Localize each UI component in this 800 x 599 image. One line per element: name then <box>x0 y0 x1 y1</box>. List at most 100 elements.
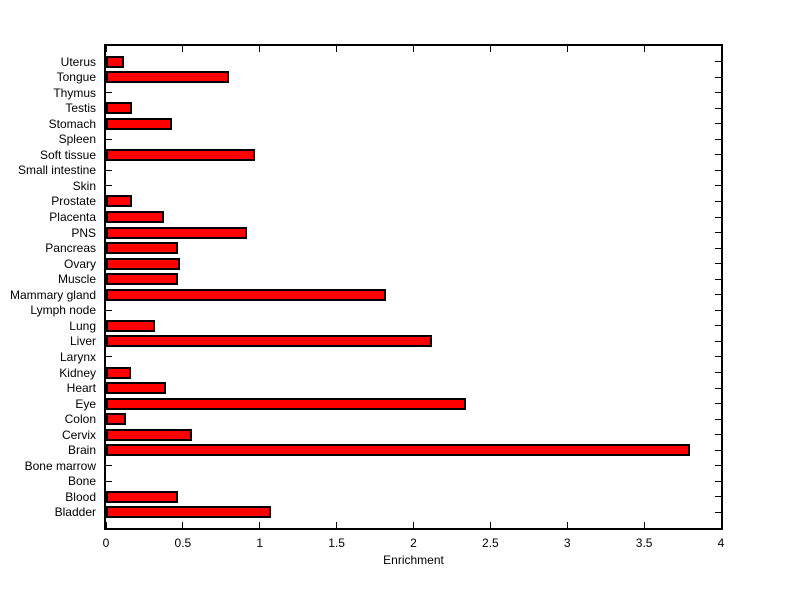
y-tick-label: Spleen <box>58 132 96 147</box>
y-tick-mark <box>715 200 721 202</box>
y-tick-mark <box>715 154 721 156</box>
y-tick-mark <box>715 511 721 513</box>
x-tick-label: 1.5 <box>328 536 345 550</box>
x-tick-mark <box>566 522 568 528</box>
y-tick-mark <box>715 232 721 234</box>
y-tick-label: Colon <box>64 412 96 427</box>
x-tick-mark <box>489 46 491 52</box>
y-tick-mark <box>715 434 721 436</box>
bar <box>106 273 179 286</box>
y-tick-mark <box>715 123 721 125</box>
bar <box>106 242 179 255</box>
x-tick-mark <box>720 522 722 528</box>
bar <box>106 211 165 224</box>
y-tick-mark <box>106 465 112 467</box>
y-tick-mark <box>715 309 721 311</box>
x-tick-label: 0 <box>102 536 110 550</box>
bar <box>106 366 131 379</box>
bar <box>106 55 125 68</box>
plot-area <box>104 44 723 530</box>
y-tick-label: Pancreas <box>45 241 96 256</box>
x-tick-mark <box>182 522 184 528</box>
y-tick-mark <box>715 185 721 187</box>
y-tick-label: Bladder <box>54 505 96 520</box>
bar <box>106 397 466 410</box>
x-tick-mark <box>105 46 107 52</box>
y-tick-label: Larynx <box>59 349 96 364</box>
x-tick-mark <box>413 522 414 528</box>
y-tick-mark <box>106 138 112 140</box>
y-tick-label: Lung <box>69 318 96 333</box>
y-tick-label: Ovary <box>63 256 96 271</box>
x-tick-mark <box>259 46 261 52</box>
y-tick-label: Kidney <box>59 365 96 380</box>
y-tick-mark <box>106 309 112 311</box>
y-tick-label: Bone <box>67 474 96 489</box>
bar <box>106 444 691 457</box>
x-tick-mark <box>566 46 568 52</box>
y-tick-mark <box>715 169 721 171</box>
x-tick-label: 0.5 <box>174 536 192 550</box>
y-tick-mark <box>715 403 721 405</box>
y-tick-label: Heart <box>66 381 96 396</box>
y-tick-label: Thymus <box>53 85 96 100</box>
y-tick-mark <box>715 247 721 249</box>
y-tick-mark <box>715 356 721 358</box>
bar <box>106 319 156 332</box>
x-tick-mark <box>182 46 184 52</box>
y-tick-mark <box>715 340 721 342</box>
x-tick-mark <box>643 522 645 528</box>
y-tick-mark <box>715 449 721 451</box>
bar <box>106 226 248 239</box>
y-tick-label: Muscle <box>57 272 96 287</box>
x-tick-label: 2.5 <box>482 536 499 550</box>
y-tick-label: PNS <box>71 225 96 240</box>
y-tick-mark <box>106 356 112 358</box>
bar <box>106 335 432 348</box>
bar <box>106 148 256 161</box>
y-tick-label: Brain <box>67 443 96 458</box>
bar <box>106 506 271 519</box>
y-tick-label: Testis <box>65 101 96 116</box>
bar <box>106 257 180 270</box>
y-tick-label: Stomach <box>48 116 96 131</box>
y-tick-mark <box>715 387 721 389</box>
y-tick-label: Tongue <box>56 70 96 85</box>
x-tick-mark <box>336 46 338 52</box>
y-tick-label: Eye <box>75 396 96 411</box>
bar <box>106 117 173 130</box>
x-tick-mark <box>413 46 414 52</box>
x-tick-label: 1 <box>256 536 264 550</box>
x-tick-label: 2 <box>410 536 417 550</box>
y-tick-label: Liver <box>69 334 96 349</box>
y-tick-label: Soft tissue <box>39 147 96 162</box>
x-axis-title: Enrichment <box>383 553 444 567</box>
bar <box>106 490 179 503</box>
y-tick-mark <box>715 325 721 327</box>
y-tick-label: Blood <box>65 489 96 504</box>
y-tick-label: Uterus <box>60 54 96 69</box>
bar <box>106 195 133 208</box>
y-tick-mark <box>106 169 112 171</box>
y-tick-mark <box>715 418 721 420</box>
y-tick-mark <box>715 138 721 140</box>
bar <box>106 413 126 426</box>
y-tick-label: Mammary gland <box>9 287 96 302</box>
x-tick-mark <box>105 522 107 528</box>
y-tick-mark <box>715 465 721 467</box>
x-tick-label: 3.5 <box>635 536 653 550</box>
y-tick-mark <box>106 92 112 94</box>
x-tick-label: 4 <box>717 536 725 550</box>
y-tick-mark <box>715 61 721 63</box>
y-tick-label: Bone marrow <box>24 458 96 473</box>
y-tick-mark <box>715 294 721 296</box>
y-tick-mark <box>106 480 112 482</box>
bar <box>106 288 386 301</box>
y-tick-mark <box>106 185 112 187</box>
y-tick-label: Placenta <box>49 210 96 225</box>
bar <box>106 428 193 441</box>
x-tick-mark <box>643 46 645 52</box>
y-tick-mark <box>715 263 721 265</box>
y-tick-label: Skin <box>72 178 96 193</box>
